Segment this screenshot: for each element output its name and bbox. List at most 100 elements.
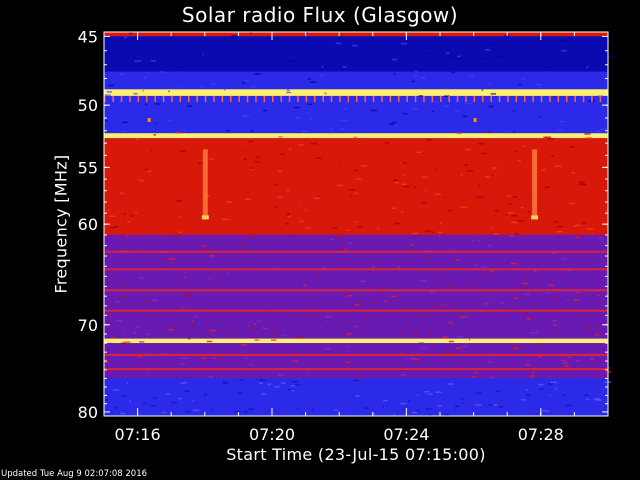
heatmap-noise <box>511 214 518 217</box>
heatmap-noise <box>144 76 147 79</box>
heatmap-noise <box>421 176 428 178</box>
heatmap-noise <box>554 221 559 223</box>
heatmap-noise <box>393 413 395 416</box>
heatmap-noise <box>380 287 385 290</box>
heatmap-noise <box>108 84 115 87</box>
heatmap-noise <box>135 138 140 141</box>
heatmap-noise <box>137 249 139 252</box>
heatmap-tick-mark <box>574 95 576 102</box>
heatmap-noise <box>547 138 554 140</box>
heatmap-noise <box>496 390 501 393</box>
heatmap-tick-mark <box>322 95 324 102</box>
heatmap-noise <box>293 106 300 109</box>
heatmap-tick-mark <box>524 95 526 102</box>
heatmap-noise <box>259 379 266 381</box>
heatmap-noise <box>306 370 309 373</box>
heatmap-tick-mark <box>120 95 123 102</box>
heatmap-noise <box>604 370 607 373</box>
heatmap-noise <box>348 189 356 191</box>
heatmap-noise <box>391 207 397 210</box>
heatmap-noise <box>323 322 327 325</box>
heatmap-noise <box>182 295 188 297</box>
heatmap-tick-mark <box>465 95 467 102</box>
heatmap-noise <box>244 357 248 359</box>
heatmap-noise <box>579 181 585 184</box>
heatmap-noise <box>335 42 343 45</box>
heatmap-noise <box>121 395 127 397</box>
heatmap-noise <box>450 378 454 380</box>
heatmap-noise <box>557 129 564 131</box>
heatmap-noise <box>558 374 563 376</box>
heatmap-noise <box>413 334 419 336</box>
heatmap-noise <box>160 71 165 73</box>
heatmap-noise <box>510 345 518 348</box>
heatmap-tick-mark <box>364 95 366 102</box>
heatmap-tick-mark <box>381 95 383 102</box>
heatmap-noise <box>494 209 500 212</box>
heatmap-noise <box>518 83 522 86</box>
heatmap-noise <box>418 342 425 344</box>
heatmap-noise <box>567 356 572 359</box>
heatmap-noise <box>544 186 550 189</box>
heatmap-noise <box>285 213 291 216</box>
heatmap-noise <box>502 366 504 368</box>
heatmap-noise <box>424 391 430 393</box>
heatmap-noise <box>527 211 531 213</box>
heatmap-noise <box>194 316 198 318</box>
heatmap-tick-mark <box>356 95 358 102</box>
heatmap-noise <box>576 236 580 239</box>
heatmap-noise <box>123 36 128 39</box>
heatmap-noise <box>417 394 419 396</box>
heatmap-noise <box>403 174 405 177</box>
heatmap-noise <box>276 196 284 198</box>
heatmap-noise <box>400 374 407 376</box>
heatmap-noise <box>250 86 252 89</box>
heatmap-noise <box>475 392 482 394</box>
heatmap-tick-mark <box>414 95 417 102</box>
heatmap-noise <box>340 128 346 130</box>
heatmap-noise <box>460 206 468 208</box>
heatmap-noise <box>105 119 108 122</box>
heatmap-noise <box>184 390 191 393</box>
heatmap-tick-mark <box>280 95 282 102</box>
heatmap-noise <box>437 405 443 407</box>
heatmap-noise <box>114 301 121 303</box>
heatmap-noise <box>585 325 592 327</box>
heatmap-noise <box>481 152 488 155</box>
heatmap-noise <box>318 74 326 77</box>
heatmap-noise <box>287 60 293 62</box>
heatmap-noise <box>114 407 118 409</box>
heatmap-noise <box>353 408 355 411</box>
heatmap-noise <box>524 312 528 314</box>
heatmap-noise <box>168 258 176 260</box>
heatmap-line <box>104 309 608 312</box>
heatmap-noise <box>355 395 360 397</box>
heatmap-noise <box>184 360 186 362</box>
heatmap-noise <box>513 297 518 299</box>
heatmap-noise <box>576 359 580 362</box>
heatmap-noise <box>375 236 381 239</box>
heatmap-noise <box>248 260 250 263</box>
heatmap-noise <box>415 409 420 412</box>
x-tick-label: 07:24 <box>383 425 429 444</box>
heatmap-noise <box>274 385 280 388</box>
heatmap-noise <box>425 408 433 410</box>
heatmap-noise <box>494 233 500 235</box>
heatmap-tick-mark <box>196 95 198 102</box>
heatmap-noise <box>508 203 513 205</box>
heatmap-noise <box>203 393 208 396</box>
heatmap-noise <box>478 185 480 187</box>
heatmap-noise <box>520 206 524 209</box>
heatmap-noise <box>595 130 602 132</box>
heatmap-noise <box>451 71 456 73</box>
heatmap-noise <box>307 112 309 114</box>
heatmap-noise <box>394 182 399 184</box>
heatmap-noise <box>353 136 357 139</box>
heatmap-noise <box>543 265 548 267</box>
heatmap-noise <box>122 330 125 333</box>
heatmap-noise <box>450 336 453 338</box>
heatmap-noise <box>529 332 537 334</box>
heatmap-noise <box>518 356 523 359</box>
heatmap-noise <box>280 153 285 155</box>
heatmap-noise <box>208 375 213 378</box>
